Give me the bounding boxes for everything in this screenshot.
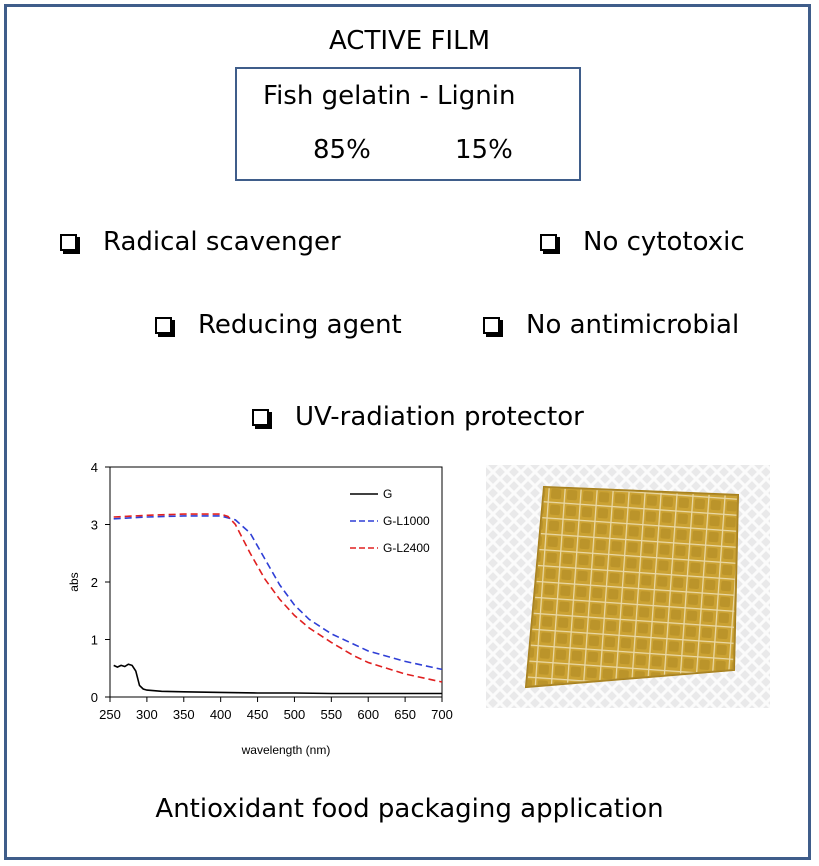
y-tick-label: 0 bbox=[91, 690, 98, 705]
property-label: No antimicrobial bbox=[526, 310, 740, 340]
composition-header: Fish gelatin - Lignin bbox=[263, 81, 516, 111]
y-tick-label: 1 bbox=[91, 633, 98, 648]
property-no-antimicrobial: No antimicrobial bbox=[483, 310, 739, 340]
gelatin-percentage: 85% bbox=[313, 135, 371, 165]
x-tick-label: 400 bbox=[210, 707, 232, 722]
outer-frame bbox=[4, 4, 811, 860]
checkbox-icon bbox=[252, 408, 269, 426]
series-line-g bbox=[113, 663, 442, 695]
x-tick-label: 350 bbox=[173, 707, 195, 722]
x-tick-label: 300 bbox=[136, 707, 158, 722]
y-tick-label: 2 bbox=[91, 575, 98, 590]
property-label: No cytotoxic bbox=[583, 227, 745, 257]
checkbox-icon bbox=[155, 316, 172, 334]
plot-area bbox=[109, 466, 443, 698]
legend-label-g-l2400: G-L2400 bbox=[383, 541, 430, 555]
x-tick-label: 650 bbox=[394, 707, 416, 722]
x-tick-label: 450 bbox=[247, 707, 269, 722]
application-caption: Antioxidant food packaging application bbox=[155, 794, 664, 824]
property-label: UV-radiation protector bbox=[295, 402, 584, 432]
x-axis-label: wavelength (nm) bbox=[241, 743, 331, 757]
x-tick-label: 600 bbox=[357, 707, 379, 722]
gelatin-lignin-film bbox=[524, 485, 740, 689]
property-label: Radical scavenger bbox=[103, 227, 341, 257]
x-tick-label: 500 bbox=[284, 707, 306, 722]
x-tick-label: 700 bbox=[431, 707, 453, 722]
series-line-g-l2400 bbox=[113, 513, 443, 683]
x-tick-label: 550 bbox=[320, 707, 342, 722]
lignin-percentage: 15% bbox=[455, 135, 513, 165]
property-uv-protector: UV-radiation protector bbox=[252, 402, 584, 432]
checkbox-icon bbox=[540, 233, 557, 251]
y-axis-label: abs bbox=[67, 572, 81, 591]
property-radical-scavenger: Radical scavenger bbox=[60, 227, 341, 257]
property-reducing-agent: Reducing agent bbox=[155, 310, 402, 340]
page-title: ACTIVE FILM bbox=[328, 26, 491, 56]
composition-box: Fish gelatin - Lignin 85% 15% bbox=[235, 67, 581, 181]
checkbox-icon bbox=[483, 316, 500, 334]
checkbox-icon bbox=[60, 233, 77, 251]
y-tick-label: 3 bbox=[91, 518, 98, 533]
x-tick-label: 250 bbox=[99, 707, 121, 722]
property-label: Reducing agent bbox=[198, 310, 402, 340]
legend-label-g-l1000: G-L1000 bbox=[383, 514, 430, 528]
series-line-g-l1000 bbox=[113, 515, 443, 671]
y-tick-label: 4 bbox=[91, 460, 98, 475]
legend-label-g: G bbox=[383, 487, 392, 501]
property-no-cytotoxic: No cytotoxic bbox=[540, 227, 745, 257]
film-photo bbox=[486, 465, 770, 708]
